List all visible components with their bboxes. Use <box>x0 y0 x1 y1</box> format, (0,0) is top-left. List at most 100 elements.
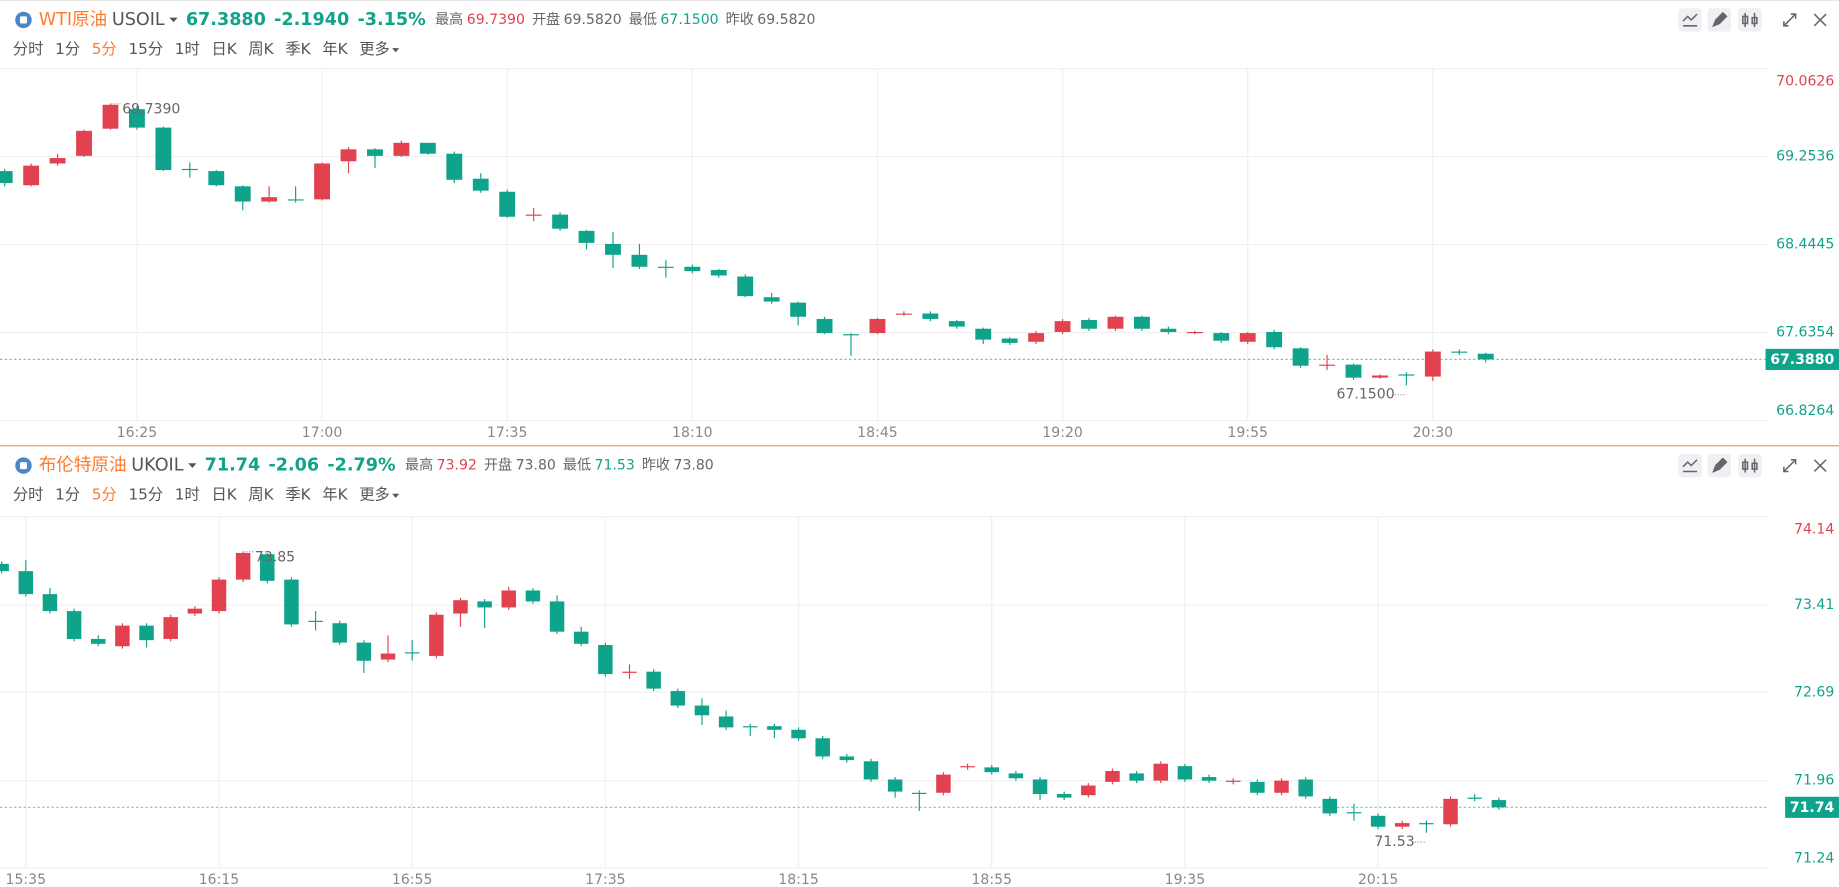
candle-body <box>1398 374 1415 376</box>
x-tick-label: 19:55 <box>1227 425 1268 441</box>
instrument-name[interactable]: WTI原油 <box>39 10 107 30</box>
y-tick-label: 66.8264 <box>1776 403 1834 419</box>
candle-body <box>1372 375 1388 378</box>
candle-body <box>895 313 912 315</box>
y-tick-label: 70.0626 <box>1776 74 1834 90</box>
stat-label: 最低 <box>629 12 657 28</box>
candle-body <box>187 608 203 614</box>
x-tick-label: 18:15 <box>778 872 819 887</box>
timeframe-tab[interactable]: 更多 <box>359 40 389 58</box>
candle-body <box>694 705 710 716</box>
x-tick-label: 17:35 <box>585 872 626 887</box>
candle-body <box>211 579 227 612</box>
timeframe-tab[interactable]: 年K <box>322 40 348 58</box>
high-marker-label: 69.7390 <box>122 102 180 118</box>
candle-body <box>1298 779 1313 797</box>
candle-body <box>743 726 758 728</box>
candle-body <box>380 653 396 660</box>
y-tick-label: 67.6354 <box>1776 324 1834 340</box>
candle-body <box>499 191 516 217</box>
toolbar-icon <box>1783 13 1797 27</box>
timeframe-tab[interactable]: 季K <box>285 485 311 503</box>
candle-body <box>208 171 225 186</box>
toolbar-icon <box>1742 458 1758 473</box>
timeframe-tab[interactable]: 日K <box>211 40 237 58</box>
candle-body <box>887 779 903 792</box>
candle-body <box>1153 763 1169 781</box>
candle-body <box>578 230 595 243</box>
candle-body <box>1133 316 1150 329</box>
low-marker-label: 71.53 <box>1374 834 1414 850</box>
toolbar-button[interactable] <box>1678 8 1702 32</box>
candle-body <box>340 149 357 162</box>
candle-body <box>235 552 251 580</box>
y-tick-label: 73.41 <box>1794 597 1834 613</box>
toolbar-button[interactable] <box>1738 453 1762 478</box>
candle-body <box>922 313 939 319</box>
timeframe-tab[interactable]: 15分 <box>128 485 163 503</box>
candle-body <box>314 163 331 200</box>
stat-label: 昨收 <box>726 12 754 28</box>
toolbar-button[interactable] <box>1678 453 1702 478</box>
candle-body <box>1225 780 1241 782</box>
instrument-symbol[interactable]: UKOIL <box>131 456 183 476</box>
candle-body <box>948 321 965 327</box>
instrument-name[interactable]: 布伦特原油 <box>39 456 127 476</box>
y-tick-label: 74.14 <box>1794 522 1834 538</box>
timeframe-tab[interactable]: 年K <box>322 485 348 503</box>
candle-body <box>446 153 463 180</box>
timeframe-tab[interactable]: 周K <box>248 40 274 58</box>
candle-body <box>1250 781 1265 793</box>
candle-body <box>1056 793 1072 798</box>
timeframe-tab[interactable]: 更多 <box>359 485 389 503</box>
toolbar-button[interactable] <box>1738 8 1762 32</box>
candle-body <box>367 149 383 156</box>
candle-body <box>472 178 489 191</box>
candle-body <box>0 171 13 184</box>
candle-body <box>1467 797 1482 799</box>
candle-body <box>718 716 734 728</box>
x-tick-label: 15:35 <box>6 872 47 887</box>
timeframe-tab[interactable]: 季K <box>285 40 311 58</box>
candle-body <box>1419 823 1434 825</box>
candle-body <box>815 738 830 757</box>
candle-body <box>646 671 661 689</box>
timeframe-tab[interactable]: 分时 <box>13 485 43 503</box>
toolbar-icon <box>1712 457 1728 473</box>
toolbar-icon <box>1682 13 1698 27</box>
timeframe-tab[interactable]: 周K <box>248 485 274 503</box>
more-caret[interactable] <box>392 493 400 498</box>
timeframe-tab[interactable]: 1分 <box>55 485 80 503</box>
y-tick-label: 71.96 <box>1794 773 1834 789</box>
timeframe-tab[interactable]: 日K <box>211 485 237 503</box>
candle-body <box>1186 331 1203 334</box>
symbol-dropdown-caret[interactable] <box>169 17 178 23</box>
instrument-symbol[interactable]: USOIL <box>112 10 165 30</box>
current-price-tag <box>1785 796 1839 818</box>
candle-body <box>181 168 198 171</box>
timeframe-tab[interactable]: 1时 <box>175 485 200 503</box>
timeframe-tab[interactable]: 分时 <box>13 40 43 58</box>
candle-body <box>670 691 686 706</box>
stat-label: 最低 <box>563 458 591 474</box>
candle-body <box>525 214 542 216</box>
toolbar-icon <box>1783 458 1797 473</box>
candle-body <box>984 767 999 773</box>
candle-body <box>1345 364 1362 378</box>
stat-value: 69.7390 <box>467 12 525 28</box>
candle-body <box>1274 780 1289 793</box>
x-tick-label: 20:30 <box>1413 425 1454 441</box>
timeframe-tab[interactable]: 1时 <box>175 40 200 58</box>
candle-body <box>1319 364 1335 366</box>
timeframe-tab[interactable]: 5分 <box>92 40 117 58</box>
candle-body <box>791 729 806 739</box>
timeframe-tab[interactable]: 15分 <box>128 40 163 58</box>
candle-body <box>1322 798 1338 814</box>
timeframe-tab[interactable]: 5分 <box>92 485 117 503</box>
timeframe-tab[interactable]: 1分 <box>55 40 80 58</box>
more-caret[interactable] <box>392 48 400 53</box>
candle-body <box>843 334 859 336</box>
candle-body <box>1201 777 1217 781</box>
symbol-dropdown-caret[interactable] <box>188 463 197 468</box>
